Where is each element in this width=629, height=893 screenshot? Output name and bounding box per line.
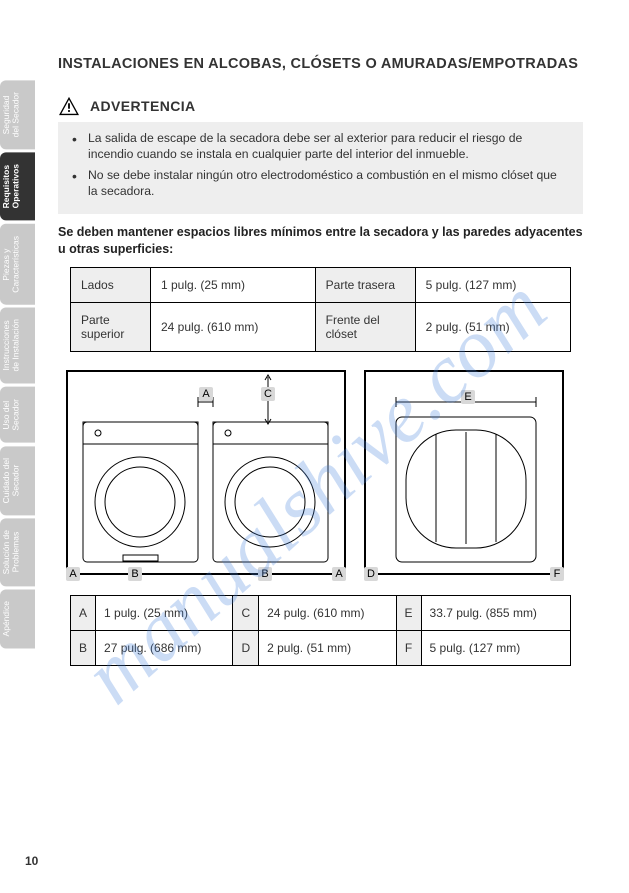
dim-letter-b: B xyxy=(258,567,272,581)
tab-cuidado[interactable]: Cuidado del Secador xyxy=(0,446,35,515)
dim-letter-d: D xyxy=(364,567,378,581)
diagram-front: A C A B B A xyxy=(66,370,346,575)
cell-value: 1 pulg. (25 mm) xyxy=(151,268,316,303)
dim-letter-a: A xyxy=(199,387,213,401)
table-row: Parte superior 24 pulg. (610 mm) Frente … xyxy=(71,303,571,352)
dim-key: D xyxy=(233,631,259,666)
dim-letter-c: C xyxy=(261,387,275,401)
dim-val: 5 pulg. (127 mm) xyxy=(421,631,570,666)
warning-item: No se debe instalar ningún otro electrod… xyxy=(72,167,569,200)
table-row: B 27 pulg. (686 mm) D 2 pulg. (51 mm) F … xyxy=(71,631,571,666)
tab-apendice[interactable]: Apéndice xyxy=(0,589,35,648)
dim-letter-a: A xyxy=(66,567,80,581)
dim-letter-a: A xyxy=(332,567,346,581)
dim-val: 1 pulg. (25 mm) xyxy=(96,596,233,631)
tab-solucion[interactable]: Solución de Problemas xyxy=(0,518,35,586)
warning-header: ADVERTENCIA xyxy=(58,96,583,116)
sidebar-tabs: Seguridad del Secador Requisitos Operati… xyxy=(0,80,35,652)
clearance-note: Se deben mantener espacios libres mínimo… xyxy=(58,224,583,258)
dim-val: 24 pulg. (610 mm) xyxy=(259,596,396,631)
table-row: A 1 pulg. (25 mm) C 24 pulg. (610 mm) E … xyxy=(71,596,571,631)
cell-label: Parte trasera xyxy=(315,268,415,303)
warning-box: La salida de escape de la secadora debe … xyxy=(58,122,583,214)
dim-key: A xyxy=(71,596,96,631)
dim-letter-e: E xyxy=(461,390,475,404)
dim-key: E xyxy=(396,596,421,631)
cell-label: Frente del clóset xyxy=(315,303,415,352)
cell-label: Lados xyxy=(71,268,151,303)
diagrams: A C A B B A E D F xyxy=(66,370,575,575)
tab-piezas[interactable]: Piezas y Características xyxy=(0,224,35,305)
cell-value: 24 pulg. (610 mm) xyxy=(151,303,316,352)
dim-letter-f: F xyxy=(550,567,564,581)
tab-instrucciones[interactable]: Instrucciones de Instalación xyxy=(0,307,35,383)
dimensions-table: A 1 pulg. (25 mm) C 24 pulg. (610 mm) E … xyxy=(70,595,571,666)
diagram-side: E D F xyxy=(364,370,564,575)
cell-value: 2 pulg. (51 mm) xyxy=(415,303,570,352)
dim-key: F xyxy=(396,631,421,666)
cell-value: 5 pulg. (127 mm) xyxy=(415,268,570,303)
dim-val: 33.7 pulg. (855 mm) xyxy=(421,596,570,631)
dim-key: C xyxy=(233,596,259,631)
warning-icon xyxy=(58,96,80,116)
dim-key: B xyxy=(71,631,96,666)
page-title: INSTALACIONES EN ALCOBAS, CLÓSETS O AMUR… xyxy=(58,55,583,74)
dim-val: 2 pulg. (51 mm) xyxy=(259,631,396,666)
tab-seguridad[interactable]: Seguridad del Secador xyxy=(0,80,35,149)
clearance-table: Lados 1 pulg. (25 mm) Parte trasera 5 pu… xyxy=(70,267,571,352)
warning-item: La salida de escape de la secadora debe … xyxy=(72,130,569,163)
dim-letter-b: B xyxy=(128,567,142,581)
warning-heading: ADVERTENCIA xyxy=(90,98,196,114)
page-content: INSTALACIONES EN ALCOBAS, CLÓSETS O AMUR… xyxy=(58,55,583,666)
tab-uso[interactable]: Uso del Secador xyxy=(0,387,35,443)
page-number: 10 xyxy=(25,854,38,868)
tab-requisitos[interactable]: Requisitos Operativos xyxy=(0,152,35,220)
table-row: Lados 1 pulg. (25 mm) Parte trasera 5 pu… xyxy=(71,268,571,303)
cell-label: Parte superior xyxy=(71,303,151,352)
dim-val: 27 pulg. (686 mm) xyxy=(96,631,233,666)
